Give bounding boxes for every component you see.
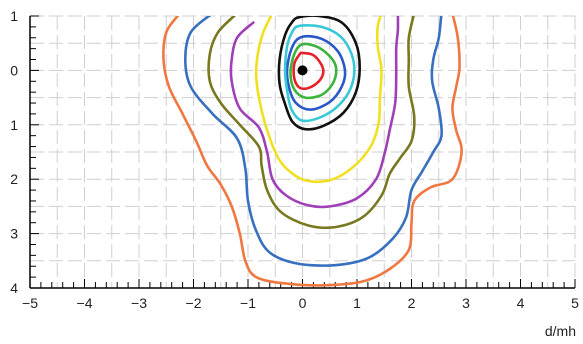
y-tick-label: 2 bbox=[10, 171, 18, 187]
contour-line bbox=[207, 16, 416, 230]
contour-line bbox=[292, 51, 325, 91]
grid bbox=[30, 15, 576, 288]
contour-line bbox=[277, 16, 361, 131]
y-tick-label: 1 bbox=[10, 117, 18, 133]
x-tick-label: −5 bbox=[22, 295, 38, 311]
source-point bbox=[297, 65, 308, 76]
contour-line bbox=[254, 16, 383, 184]
x-tick-label: 2 bbox=[408, 295, 416, 311]
x-tick-label: −4 bbox=[77, 295, 93, 311]
x-tick-label: −2 bbox=[186, 295, 202, 311]
x-tick-label: −1 bbox=[240, 295, 256, 311]
y-tick-label: 4 bbox=[10, 280, 18, 296]
x-axis-title: d/mh bbox=[545, 323, 576, 339]
x-tick-labels: −5 −4 −3 −2 −1 0 1 2 3 4 5 bbox=[22, 295, 579, 311]
y-tick-labels: 1 0 1 2 3 4 bbox=[10, 8, 18, 296]
y-tick-label: 3 bbox=[10, 226, 18, 242]
x-tick-label: 0 bbox=[299, 295, 307, 311]
y-tick-label: 0 bbox=[10, 62, 18, 78]
y-tick-label: 1 bbox=[10, 8, 18, 24]
x-tick-label: 5 bbox=[571, 295, 579, 311]
x-tick-label: 4 bbox=[517, 295, 525, 311]
contour-line bbox=[184, 16, 444, 267]
x-tick-label: −3 bbox=[131, 295, 147, 311]
x-tick-label: 1 bbox=[353, 295, 361, 311]
contour-line bbox=[229, 16, 400, 209]
contour-line bbox=[285, 34, 347, 111]
contour-line bbox=[283, 24, 356, 123]
x-tick-label: 3 bbox=[462, 295, 470, 311]
contour-line bbox=[289, 42, 338, 100]
contour-line bbox=[162, 16, 463, 287]
contour-lines bbox=[162, 16, 463, 287]
